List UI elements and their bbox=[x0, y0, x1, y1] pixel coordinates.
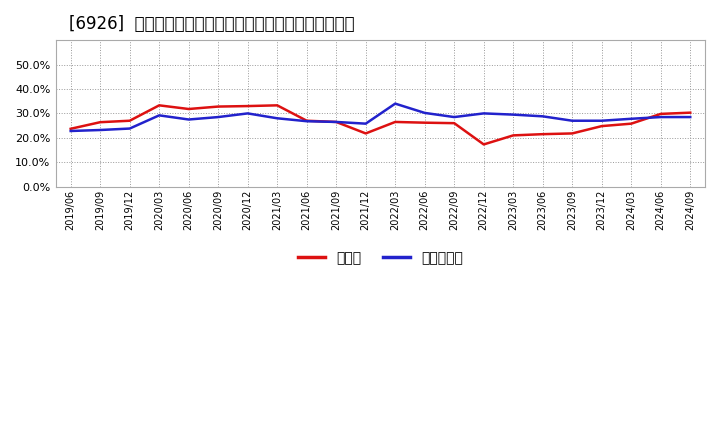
Text: [6926]  現頲金、有利子負債の総資産に対する比率の推移: [6926] 現頲金、有利子負債の総資産に対する比率の推移 bbox=[69, 15, 354, 33]
Legend: 現頲金, 有利子負債: 現頲金, 有利子負債 bbox=[292, 246, 469, 271]
